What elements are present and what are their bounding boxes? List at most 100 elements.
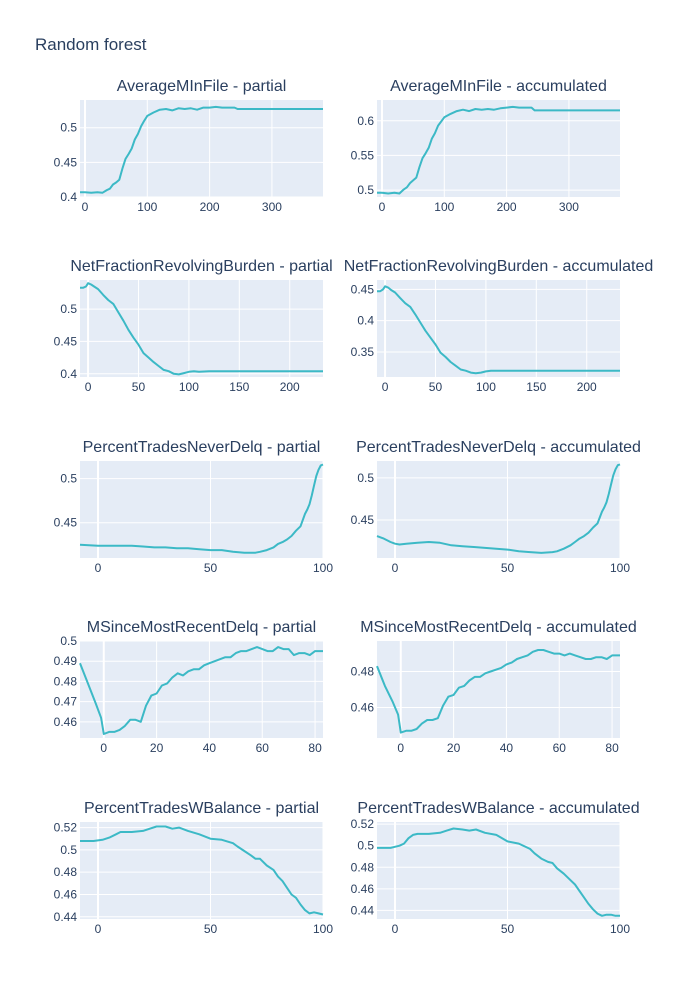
chart-2-right-line (377, 285, 620, 375)
chart-3-left-line (79, 463, 324, 554)
chart-3-right-line (376, 463, 621, 554)
chart-1-right-xtick-label: 0 (379, 200, 386, 214)
chart-5-left-ytick-label: 0.48 (54, 865, 78, 879)
chart-4-left-xtick-label: 80 (308, 741, 322, 755)
chart-2-left: NetFractionRevolvingBurden - partial 0.4 0… (54, 258, 333, 394)
chart-2-left-xtick-label: 100 (179, 380, 199, 394)
chart-4-right-xtick-label: 40 (500, 741, 514, 755)
chart-5-left-ytick-label: 0.44 (54, 910, 78, 924)
chart-1-left-xtick-label: 300 (262, 200, 282, 214)
subplot-grid: AverageMInFile - partial 0.4 0.45 0.5 0 100 20… (54, 78, 654, 936)
chart-2-left-ytick-label: 0.4 (60, 367, 77, 381)
chart-5-right-xtick-label: 50 (501, 922, 515, 936)
chart-1-left-ytick-label: 0.5 (60, 121, 77, 135)
chart-3-left-plot-area (80, 461, 323, 558)
chart-2-right-xtick-label: 50 (429, 380, 443, 394)
chart-2-left-xtick-label: 0 (85, 380, 92, 394)
chart-4-left-xtick-label: 40 (203, 741, 217, 755)
chart-4-right-xtick-label: 20 (447, 741, 461, 755)
chart-4-right-ytick-label: 0.48 (351, 665, 375, 679)
chart-4-left-line (79, 646, 323, 735)
chart-4-left: MSinceMostRecentDelq - partial 0.46 0.47 0.… (54, 619, 323, 755)
chart-3-right-ytick-label: 0.5 (357, 471, 374, 485)
chart-4-left-xtick-label: 60 (256, 741, 270, 755)
chart-5-left-ytick-label: 0.46 (54, 887, 78, 901)
chart-5-right-ytick-label: 0.44 (351, 903, 375, 917)
chart-1-right-ytick-label: 0.5 (357, 183, 374, 197)
chart-5-left-xtick-label: 100 (313, 922, 333, 936)
chart-5-left-xtick-label: 0 (95, 922, 102, 936)
chart-5-right-xtick-label: 0 (392, 922, 399, 936)
chart-3-left-xtick-label: 50 (204, 561, 218, 575)
chart-4-right-xtick-label: 0 (397, 741, 404, 755)
chart-3-right-xtick-label: 50 (501, 561, 515, 575)
chart-1-left-title: AverageMInFile - partial (117, 78, 287, 95)
chart-4-right-ytick-label: 0.46 (351, 700, 375, 714)
chart-2-right-xtick-label: 150 (526, 380, 546, 394)
chart-5-right-ytick-label: 0.5 (357, 839, 374, 853)
chart-4-left-xtick-label: 0 (100, 741, 107, 755)
chart-1-left-xtick-label: 0 (82, 200, 89, 214)
chart-4-right: MSinceMostRecentDelq - accumulated 0.46 0.… (351, 619, 637, 755)
chart-4-right-xtick-label: 60 (553, 741, 567, 755)
chart-4-left-ytick-label: 0.49 (54, 654, 78, 668)
chart-1-right-ytick-label: 0.55 (351, 148, 375, 162)
chart-3-left-title: PercentTradesNeverDelq - partial (83, 439, 321, 456)
chart-2-right-title: NetFractionRevolvingBurden - accumulated (344, 258, 653, 275)
chart-4-right-title: MSinceMostRecentDelq - accumulated (360, 619, 637, 636)
chart-5-left-ytick-label: 0.52 (54, 821, 78, 835)
chart-1-right-xtick-label: 200 (497, 200, 517, 214)
chart-4-left-ytick-label: 0.47 (54, 695, 78, 709)
chart-4-left-ytick-label: 0.46 (54, 715, 78, 729)
chart-4-left-title: MSinceMostRecentDelq - partial (87, 619, 316, 636)
chart-3-right-xtick-label: 100 (610, 561, 630, 575)
chart-1-right: AverageMInFile - accumulated 0.5 0.55 0.6 0 1… (351, 78, 620, 214)
chart-4-right-line (376, 649, 620, 734)
chart-1-right-title: AverageMInFile - accumulated (390, 78, 607, 95)
chart-2-left-line (80, 282, 323, 376)
chart-2-left-ytick-label: 0.5 (60, 302, 77, 316)
chart-2-left-title: NetFractionRevolvingBurden - partial (70, 258, 332, 275)
chart-4-right-plot-area (377, 641, 620, 738)
chart-2-right-xtick-label: 0 (382, 380, 389, 394)
chart-2-right: NetFractionRevolvingBurden - accumulated… (344, 258, 653, 394)
chart-5-right-plot-area (377, 822, 620, 919)
chart-3-left-ytick-label: 0.45 (54, 516, 78, 530)
chart-1-left-ytick-label: 0.45 (54, 155, 78, 169)
chart-2-left-xtick-label: 150 (229, 380, 249, 394)
chart-2-left-ytick-label: 0.45 (54, 334, 78, 348)
chart-1-left-line (80, 105, 323, 194)
chart-5-left-line (80, 825, 324, 916)
chart-3-left-xtick-label: 0 (95, 561, 102, 575)
chart-1-left-ytick-label: 0.4 (60, 190, 77, 204)
chart-1-left-xtick-label: 200 (200, 200, 220, 214)
chart-1-left-xtick-label: 100 (137, 200, 157, 214)
chart-2-right-ytick-label: 0.4 (357, 314, 374, 328)
chart-4-left-ytick-label: 0.5 (60, 634, 77, 648)
chart-1-left: AverageMInFile - partial 0.4 0.45 0.5 0 100 20… (54, 78, 323, 214)
chart-3-right-ytick-label: 0.45 (351, 513, 375, 527)
chart-5-left-ytick-label: 0.5 (60, 843, 77, 857)
chart-5-right: PercentTradesWBalance - accumulated 0.44 0… (351, 800, 640, 936)
chart-3-left-xtick-label: 100 (313, 561, 333, 575)
chart-5-left-title: PercentTradesWBalance - partial (84, 800, 319, 817)
chart-3-left: PercentTradesNeverDelq - partial 0.45 0.5 0… (54, 439, 334, 575)
chart-4-left-xtick-label: 20 (150, 741, 164, 755)
chart-2-right-xtick-label: 100 (476, 380, 496, 394)
chart-2-right-ytick-label: 0.45 (351, 282, 375, 296)
chart-3-right: PercentTradesNeverDelq - accumulated 0.45… (351, 439, 641, 575)
chart-5-right-title: PercentTradesWBalance - accumulated (357, 800, 639, 817)
chart-1-right-ytick-label: 0.6 (357, 114, 374, 128)
chart-2-right-ytick-label: 0.35 (351, 345, 375, 359)
chart-2-right-xtick-label: 200 (577, 380, 597, 394)
chart-1-right-line (377, 105, 620, 195)
chart-3-left-ytick-label: 0.5 (60, 472, 77, 486)
chart-1-left-plot-area (80, 100, 323, 197)
chart-2-left-xtick-label: 50 (132, 380, 146, 394)
chart-4-left-ytick-label: 0.48 (54, 674, 78, 688)
chart-1-right-plot-area (377, 100, 620, 197)
chart-5-right-xtick-label: 100 (610, 922, 630, 936)
chart-2-left-xtick-label: 200 (280, 380, 300, 394)
chart-3-right-title: PercentTradesNeverDelq - accumulated (356, 439, 641, 456)
